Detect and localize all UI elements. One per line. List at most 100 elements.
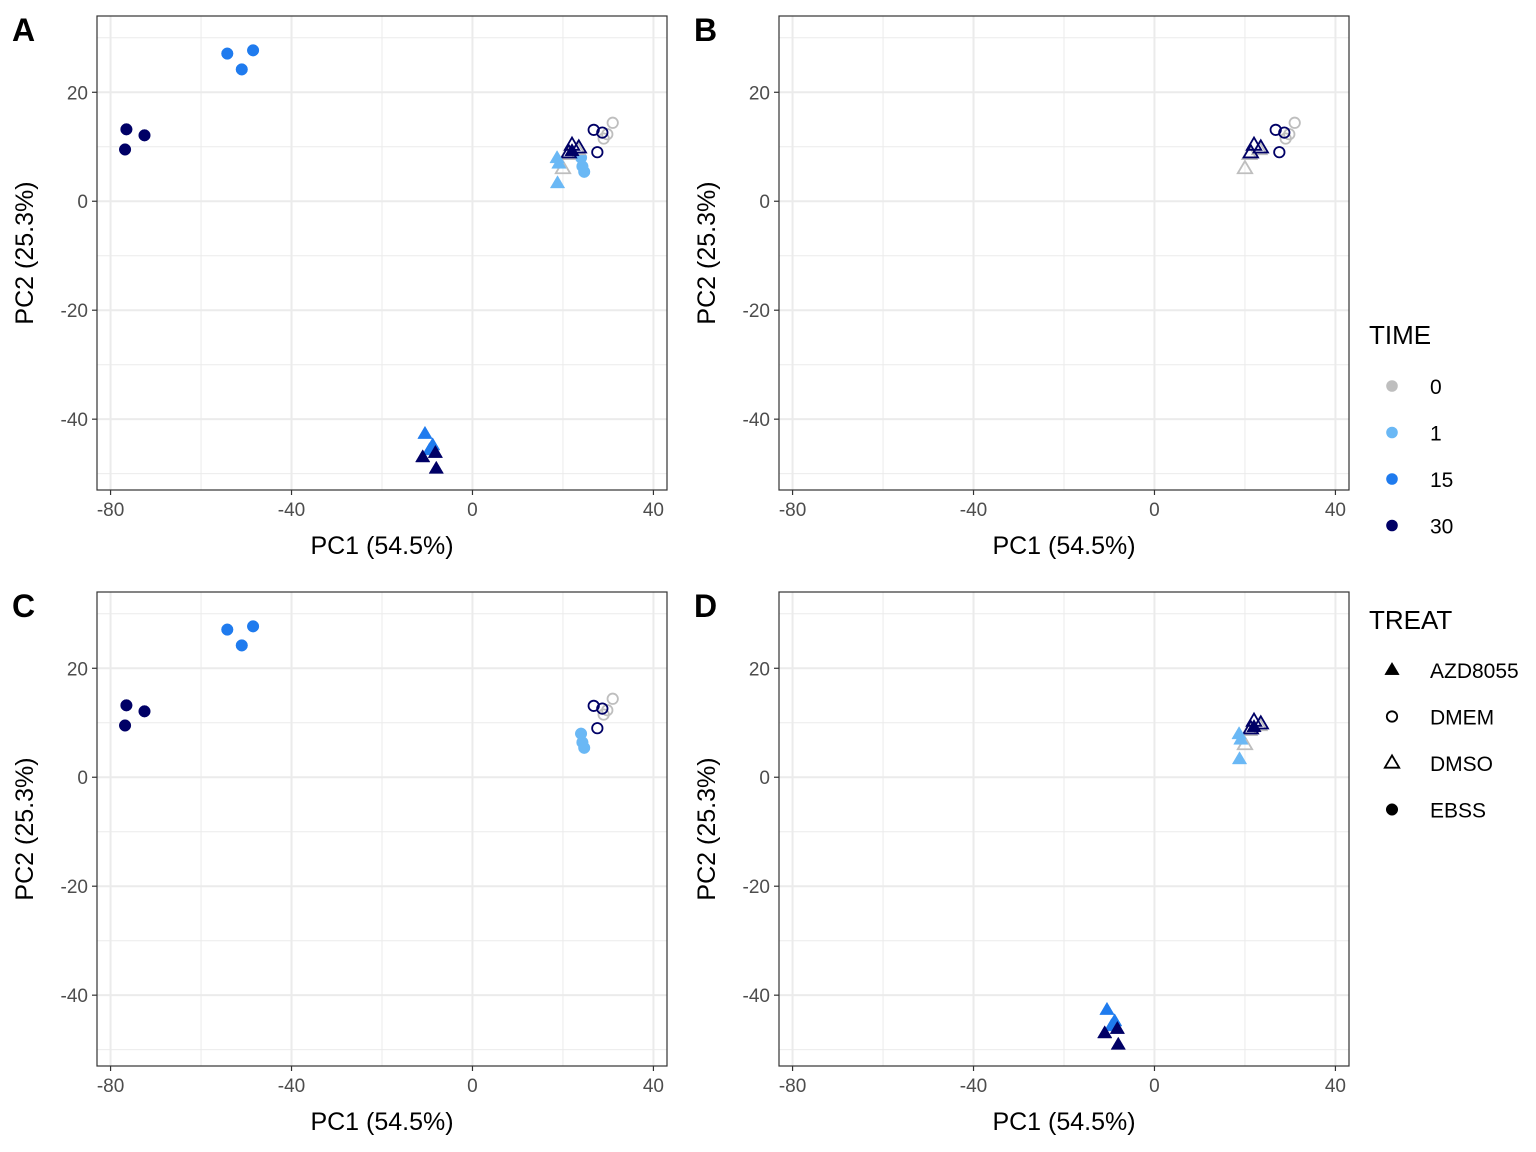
x-tick-label: 40	[1325, 500, 1346, 521]
data-point	[118, 719, 132, 732]
legend-time-label: 1	[1430, 423, 1442, 446]
legend-treat-swatch	[1383, 753, 1401, 769]
y-tick-label: -40	[61, 410, 88, 431]
grid	[779, 592, 1349, 1066]
legend-time-item: 0	[1386, 376, 1442, 399]
y-tick-label: -40	[743, 410, 770, 431]
data-point	[1273, 146, 1286, 159]
data-point	[1242, 143, 1260, 159]
panel-border	[778, 15, 1350, 491]
data-point	[1278, 126, 1291, 139]
y-axis-title: PC2 (25.3%)	[693, 757, 721, 900]
data-point	[1110, 1036, 1126, 1050]
x-tick-label: -80	[97, 1076, 124, 1097]
data-point	[1252, 714, 1270, 730]
x-tick-label: 0	[1149, 1076, 1160, 1097]
data-point	[1231, 751, 1248, 765]
x-tick-label: -40	[278, 500, 305, 521]
data-point	[415, 449, 431, 463]
data-point	[1233, 731, 1249, 745]
x-axis-title: PC1 (54.5%)	[992, 532, 1135, 560]
panel-border	[96, 15, 668, 491]
data-point	[1236, 159, 1254, 175]
y-tick-label: 20	[749, 83, 770, 104]
data-point	[247, 44, 260, 57]
panel-tag: D	[694, 588, 717, 624]
data-point	[596, 702, 609, 715]
data-point	[120, 699, 133, 712]
panel-tag: A	[12, 12, 35, 48]
legend-time-item: 30	[1386, 516, 1453, 539]
points	[1097, 711, 1270, 1050]
panel-border	[778, 591, 1350, 1067]
data-point	[549, 175, 566, 189]
panel-tag: B	[694, 12, 717, 48]
data-point	[1288, 116, 1301, 129]
legend-time-title: TIME	[1369, 320, 1431, 350]
data-point	[591, 146, 604, 159]
legend-time-item: 15	[1386, 469, 1453, 492]
data-point	[1109, 1020, 1126, 1034]
legend-time-swatch	[1386, 519, 1398, 532]
x-tick-label: -80	[779, 1076, 806, 1097]
x-tick-label: -40	[278, 1076, 305, 1097]
y-tick-label: 0	[759, 192, 770, 213]
data-point	[578, 741, 591, 754]
legend: TIME 0 1 15 30 TREAT AZD8055 DMEM DMSO EBSS	[1369, 320, 1519, 823]
grid	[779, 16, 1349, 490]
legend-treat-label: AZD8055	[1430, 660, 1519, 683]
data-point	[1097, 1025, 1113, 1039]
legend-treat-title: TREAT	[1369, 605, 1452, 635]
grid	[97, 16, 667, 490]
data-point	[221, 623, 234, 636]
x-axis-title: PC1 (54.5%)	[310, 1108, 453, 1136]
grid	[97, 592, 667, 1066]
data-point	[606, 692, 619, 705]
y-tick-label: -40	[743, 986, 770, 1007]
legend-time-item: 1	[1386, 423, 1442, 446]
x-tick-label: -80	[779, 500, 806, 521]
data-point	[1279, 132, 1292, 145]
data-point	[138, 129, 151, 142]
panel-c: -80 -40 0 40 -40 -20 0 20 PC1 (54.5%) PC2 (25.3%)…	[11, 588, 668, 1136]
y-tick-label: 20	[749, 659, 770, 680]
data-point	[597, 708, 610, 721]
legend-time-label: 15	[1430, 469, 1453, 492]
x-tick-label: -40	[960, 500, 987, 521]
y-tick-label: 0	[77, 192, 88, 213]
data-point	[1099, 1001, 1115, 1015]
data-point	[1252, 138, 1270, 154]
legend-treat-label: EBSS	[1430, 800, 1486, 823]
data-point	[551, 155, 567, 169]
legend-treat-item: DMSO	[1383, 753, 1493, 776]
y-axis-title: PC2 (25.3%)	[11, 181, 39, 324]
x-tick-label: -40	[960, 1076, 987, 1097]
points	[118, 44, 619, 474]
y-tick-label: -40	[61, 986, 88, 1007]
y-tick-label: 0	[759, 768, 770, 789]
x-axis-title: PC1 (54.5%)	[310, 532, 453, 560]
x-tick-label: 40	[643, 500, 664, 521]
legend-time-label: 30	[1430, 516, 1453, 539]
legend-treat-swatch	[1384, 661, 1400, 675]
points	[118, 620, 619, 754]
y-tick-label: -20	[743, 877, 770, 898]
y-axis-title: PC2 (25.3%)	[11, 757, 39, 900]
data-point	[235, 63, 248, 76]
x-tick-label: 40	[643, 1076, 664, 1097]
legend-treat-item: AZD8055	[1384, 660, 1519, 683]
data-point	[427, 444, 444, 458]
legend-treat-label: DMEM	[1430, 707, 1494, 730]
legend-treat-item: DMEM	[1385, 707, 1494, 730]
data-point	[138, 705, 151, 718]
panel-tag: C	[12, 588, 35, 624]
data-point	[591, 722, 604, 735]
data-point	[221, 47, 234, 60]
y-tick-label: 0	[77, 768, 88, 789]
panel-d: -80 -40 0 40 -40 -20 0 20 PC1 (54.5%) PC2 (25.3%)…	[693, 588, 1350, 1136]
x-tick-label: 40	[1325, 1076, 1346, 1097]
y-axis-title: PC2 (25.3%)	[693, 181, 721, 324]
x-tick-label: 0	[467, 500, 478, 521]
legend-treat-swatch	[1385, 803, 1399, 816]
